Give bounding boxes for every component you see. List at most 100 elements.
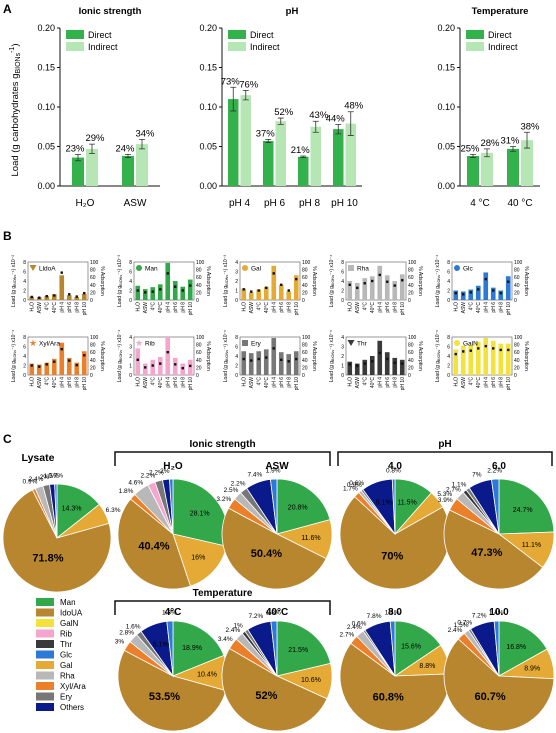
x-tick-label: H₂O <box>135 377 141 387</box>
bar <box>256 351 262 375</box>
bar <box>475 341 481 375</box>
slice-label: 1.1% <box>452 482 467 489</box>
x-tick-label: ASW <box>143 377 149 389</box>
x-tick-label: pH 6 <box>491 302 497 313</box>
bar <box>81 293 87 300</box>
bar <box>59 275 65 300</box>
slice-label: 1.5% <box>454 622 469 629</box>
x-tick-label: pH 8 <box>286 302 292 313</box>
y2-axis-label: % Adsorption <box>99 266 105 296</box>
y2-tick-label: 100 <box>90 335 99 341</box>
slice-label: 24.7% <box>513 507 533 514</box>
bar <box>81 351 87 375</box>
x-tick-label: 4 °C <box>470 198 490 209</box>
adsorption-point <box>159 288 162 291</box>
y-tick-label: 1 <box>235 289 238 295</box>
y-label-sub: BIONs <box>13 275 17 286</box>
x-tick-label: pH 8 <box>286 377 292 388</box>
y-label-main: Load (g carbohydrates g <box>10 74 21 177</box>
y-tick-label: 0.15 <box>37 63 55 73</box>
pie-4: 6.0 24.7% 11.1% 47.3% 3.9% 2.7%1.1% 7% 2.2% <box>438 461 555 590</box>
y2-tick-label: 40 <box>196 283 202 289</box>
x-tick-label: pH 6 <box>264 198 286 209</box>
x-tick-label: H₂O <box>453 377 459 387</box>
y2-tick-label: 20 <box>196 290 202 296</box>
y-tick-label: 0.00 <box>199 181 217 191</box>
x-tick-label: pH 10 <box>506 302 512 316</box>
slice-label: 2.4% <box>347 624 362 631</box>
error-bar <box>347 111 354 136</box>
adsorption-point <box>393 284 396 287</box>
bar-direct <box>263 140 274 186</box>
bar <box>29 363 35 375</box>
bar <box>74 362 80 375</box>
bar-indirect <box>521 140 533 186</box>
x-tick-label: H₂O <box>241 377 247 387</box>
y2-tick-label: 80 <box>514 343 520 349</box>
y2-tick-label: 100 <box>408 335 417 341</box>
slice-label: 11.1% <box>522 542 541 549</box>
adsorption-point <box>265 286 268 290</box>
pie-title: ASW <box>265 461 289 472</box>
x-tick-label: ASW <box>355 377 361 389</box>
bar <box>256 289 262 300</box>
series-name: Glc <box>463 266 474 273</box>
adsorption-point <box>507 348 510 352</box>
bar <box>475 285 481 300</box>
x-tick-label: 4°C <box>256 377 262 386</box>
x-tick-label: pH 8 <box>74 302 80 313</box>
y-label-suffix: ⁻¹) x10⁻⁴ <box>11 330 17 350</box>
slice-label: 11.5% <box>397 500 416 507</box>
bar <box>135 348 141 375</box>
bar <box>51 294 57 300</box>
bar <box>157 284 163 300</box>
plot-frame <box>27 261 89 301</box>
bar-indirect <box>240 95 251 186</box>
y2-axis-label: % Adsorption <box>311 341 317 371</box>
adsorption-point <box>272 347 275 350</box>
plot-frame <box>133 336 195 376</box>
slice-label: 14.3% <box>62 505 82 512</box>
slice-label: 28.1% <box>190 510 210 517</box>
x-tick-label: 40°C <box>52 377 58 389</box>
legend-marker-icon: ★ <box>135 338 143 348</box>
data-label: 24% <box>115 143 135 154</box>
adsorption-point <box>499 348 502 352</box>
error-bar <box>335 123 342 135</box>
y-tick-label: 4 <box>23 354 26 360</box>
bar <box>399 274 405 300</box>
pie-slice-man <box>394 620 442 677</box>
y2-tick-label: 40 <box>302 283 308 289</box>
y-label-suffix: ⁻¹) x10⁻⁵ <box>329 330 335 350</box>
y-label-suffix: ⁻¹) x10⁻² <box>11 255 17 275</box>
data-label: 34% <box>135 128 155 139</box>
y-tick-label: 0 <box>447 373 450 379</box>
bar <box>165 337 171 375</box>
bar <box>460 345 466 375</box>
plot-frame <box>451 336 513 376</box>
error-bar <box>139 138 145 150</box>
x-tick-label: pH 6 <box>173 302 179 313</box>
adsorption-point <box>507 280 510 283</box>
pie-slice-man <box>498 620 548 677</box>
slice-label: 5.3% <box>437 491 452 498</box>
slice-label: 7.4% <box>248 471 263 478</box>
adsorption-point <box>363 282 366 285</box>
x-tick-label: pH 10 <box>188 302 194 316</box>
y-tick-label: 4 <box>341 335 344 341</box>
y-label-sub: BIONs <box>437 275 441 286</box>
legend-swatch <box>36 650 54 659</box>
adsorption-point <box>401 362 404 365</box>
y-tick-label: 3 <box>341 345 344 351</box>
y2-tick-label: 40 <box>90 358 96 364</box>
bar <box>505 343 511 375</box>
pie-slice-idoua <box>443 509 544 590</box>
bar <box>263 349 269 375</box>
adsorption-point <box>295 277 298 281</box>
x-tick-label: pH 8 <box>498 302 504 313</box>
bracket-line <box>114 600 331 615</box>
y2-tick-label: 60 <box>90 350 96 356</box>
slice-label: 7.2% <box>248 613 263 620</box>
x-tick-label: ASW <box>461 377 467 389</box>
pie-slice-glc <box>169 478 174 535</box>
